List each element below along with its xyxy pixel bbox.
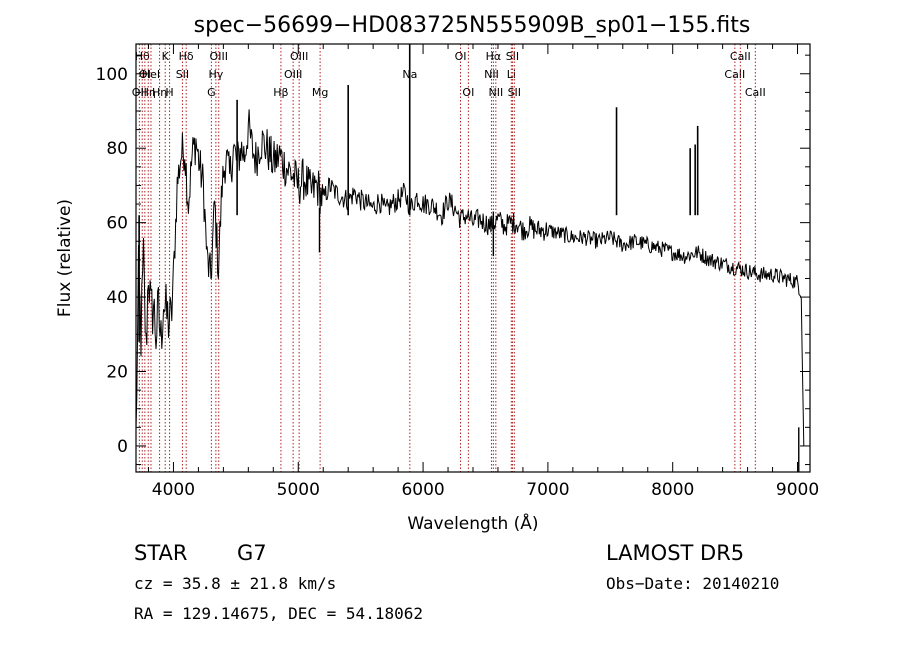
line-marker-label: Hδ xyxy=(179,50,194,63)
line-marker-label: Hβ xyxy=(273,86,288,99)
line-marker-label: CaII xyxy=(724,68,745,81)
spectrum-line xyxy=(135,109,805,446)
line-marker-label: Hα xyxy=(486,50,502,63)
y-tick-label: 100 xyxy=(96,65,128,85)
y-tick-label: 40 xyxy=(106,288,128,308)
line-marker-label: SII xyxy=(508,86,521,99)
line-marker-label: OIII xyxy=(284,68,302,81)
x-tick-label: 8000 xyxy=(651,480,694,500)
x-tick-label: 5000 xyxy=(277,480,320,500)
line-marker-label: Hγ xyxy=(208,68,223,81)
line-marker-label: HeI xyxy=(142,68,160,81)
line-marker-label: Mg xyxy=(312,86,328,99)
x-tick-label: 7000 xyxy=(526,480,569,500)
line-marker-label: CaII xyxy=(745,86,766,99)
y-tick-label: 80 xyxy=(106,139,128,159)
line-marker-label: Li xyxy=(507,68,516,81)
star-class: STAR xyxy=(134,541,187,565)
y-tick-label: 0 xyxy=(117,437,128,457)
obs-date: Obs−Date: 20140210 xyxy=(606,574,779,593)
line-marker-label: OI xyxy=(455,50,467,63)
chart-title: spec−56699−HD083725N555909B_sp01−155.fit… xyxy=(194,13,751,38)
y-axis: 0 20 40 60 80 100 xyxy=(96,54,810,466)
line-marker-label: Hθ xyxy=(135,50,150,63)
subclass: G7 xyxy=(237,541,267,565)
line-marker-label: NII xyxy=(488,86,503,99)
line-markers: OIIHθOIHηHeIHηKHSIIHδGHγOIIIHβOIIIOIIIMg… xyxy=(132,44,766,472)
x-tick-label: 4000 xyxy=(152,480,195,500)
line-marker-label: SII xyxy=(176,68,189,81)
line-marker-label: K xyxy=(162,50,170,63)
line-marker-label: OIII xyxy=(290,50,308,63)
line-marker-label: OIII xyxy=(210,50,228,63)
y-tick-label: 60 xyxy=(106,214,128,234)
x-tick-label: 9000 xyxy=(776,480,819,500)
x-axis: 4000 5000 6000 7000 8000 9000 xyxy=(147,44,819,500)
line-marker-label: OI xyxy=(139,68,151,81)
line-marker-label: SII xyxy=(506,50,519,63)
line-marker-label: G xyxy=(207,86,216,99)
x-axis-label: Wavelength (Å) xyxy=(407,512,538,534)
y-axis-label: Flux (relative) xyxy=(55,199,75,317)
x-tick-label: 6000 xyxy=(401,480,444,500)
line-marker-label: NII xyxy=(484,68,499,81)
line-marker-label: Hη xyxy=(141,86,156,99)
line-marker-label: H xyxy=(165,86,173,99)
line-marker-label: Hη xyxy=(152,86,167,99)
line-marker-label: CaII xyxy=(730,50,751,63)
ra-dec: RA = 129.14675, DEC = 54.18062 xyxy=(134,604,423,623)
y-tick-label: 20 xyxy=(106,363,128,383)
survey-label: LAMOST DR5 xyxy=(606,541,744,565)
spectrum-plot xyxy=(135,44,805,472)
redshift-cz: cz = 35.8 ± 21.8 km/s xyxy=(134,574,336,593)
line-marker-label: OI xyxy=(462,86,474,99)
